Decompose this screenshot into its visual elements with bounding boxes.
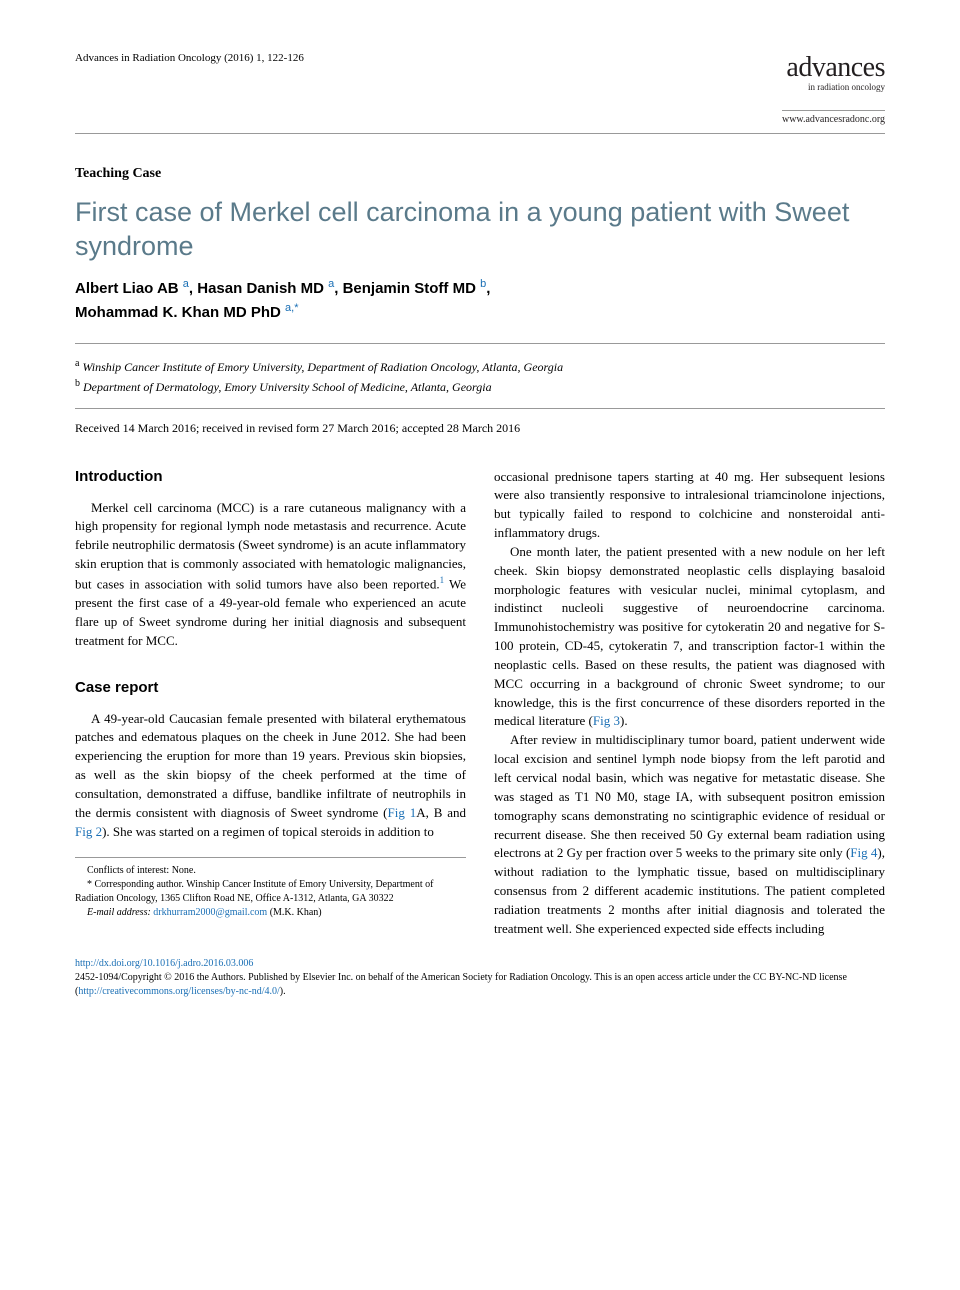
license-link[interactable]: http://creativecommons.org/licenses/by-n… — [78, 986, 279, 997]
article-title: First case of Merkel cell carcinoma in a… — [75, 196, 885, 264]
conflicts-note: Conflicts of interest: None. — [75, 864, 466, 878]
author-list: Albert Liao AB a, Hasan Danish MD a, Ben… — [75, 276, 885, 325]
affiliation-b: b Department of Dermatology, Emory Unive… — [75, 376, 885, 396]
brand-name: advances — [782, 52, 885, 84]
header-rule — [75, 133, 885, 134]
page-header: Advances in Radiation Oncology (2016) 1,… — [75, 52, 885, 125]
introduction-heading: Introduction — [75, 468, 466, 485]
col2-paragraph-3: After review in multidisciplinary tumor … — [494, 731, 885, 938]
corresponding-author-note: * Corresponding author. Winship Cancer I… — [75, 878, 466, 906]
journal-brand: advances in radiation oncology www.advan… — [782, 52, 885, 125]
article-dates: Received 14 March 2016; received in revi… — [75, 421, 885, 436]
email-attribution: (M.K. Khan) — [270, 907, 322, 918]
doi-link[interactable]: http://dx.doi.org/10.1016/j.adro.2016.03… — [75, 958, 253, 969]
copyright-line: 2452-1094/Copyright © 2016 the Authors. … — [75, 971, 885, 999]
brand-url[interactable]: www.advancesradonc.org — [782, 110, 885, 125]
corresponding-email[interactable]: drkhurram2000@gmail.com — [153, 907, 267, 918]
affiliations-block: a Winship Cancer Institute of Emory Univ… — [75, 343, 885, 409]
introduction-paragraph: Merkel cell carcinoma (MCC) is a rare cu… — [75, 499, 466, 651]
column-right: occasional prednisone tapers starting at… — [494, 468, 885, 939]
page-root: Advances in Radiation Oncology (2016) 1,… — [0, 0, 960, 1039]
two-column-layout: Introduction Merkel cell carcinoma (MCC)… — [75, 468, 885, 939]
col2-paragraph-1: occasional prednisone tapers starting at… — [494, 468, 885, 543]
affil-text-b: Department of Dermatology, Emory Univers… — [83, 380, 492, 394]
doi-copyright-block: http://dx.doi.org/10.1016/j.adro.2016.03… — [75, 957, 885, 999]
affil-marker-a: a — [75, 358, 79, 369]
article-type-label: Teaching Case — [75, 166, 885, 182]
email-line: E-mail address: drkhurram2000@gmail.com … — [75, 906, 466, 920]
case-report-heading: Case report — [75, 679, 466, 696]
footnotes-block: Conflicts of interest: None. * Correspon… — [75, 857, 466, 920]
affil-marker-b: b — [75, 378, 80, 389]
affiliation-a: a Winship Cancer Institute of Emory Univ… — [75, 356, 885, 376]
affil-text-a: Winship Cancer Institute of Emory Univer… — [82, 360, 563, 374]
column-left: Introduction Merkel cell carcinoma (MCC)… — [75, 468, 466, 939]
case-paragraph-1: A 49-year-old Caucasian female presented… — [75, 710, 466, 842]
copyright-close: ). — [280, 986, 286, 997]
email-label: E-mail address: — [87, 907, 151, 918]
journal-reference: Advances in Radiation Oncology (2016) 1,… — [75, 52, 304, 64]
col2-paragraph-2: One month later, the patient presented w… — [494, 543, 885, 731]
